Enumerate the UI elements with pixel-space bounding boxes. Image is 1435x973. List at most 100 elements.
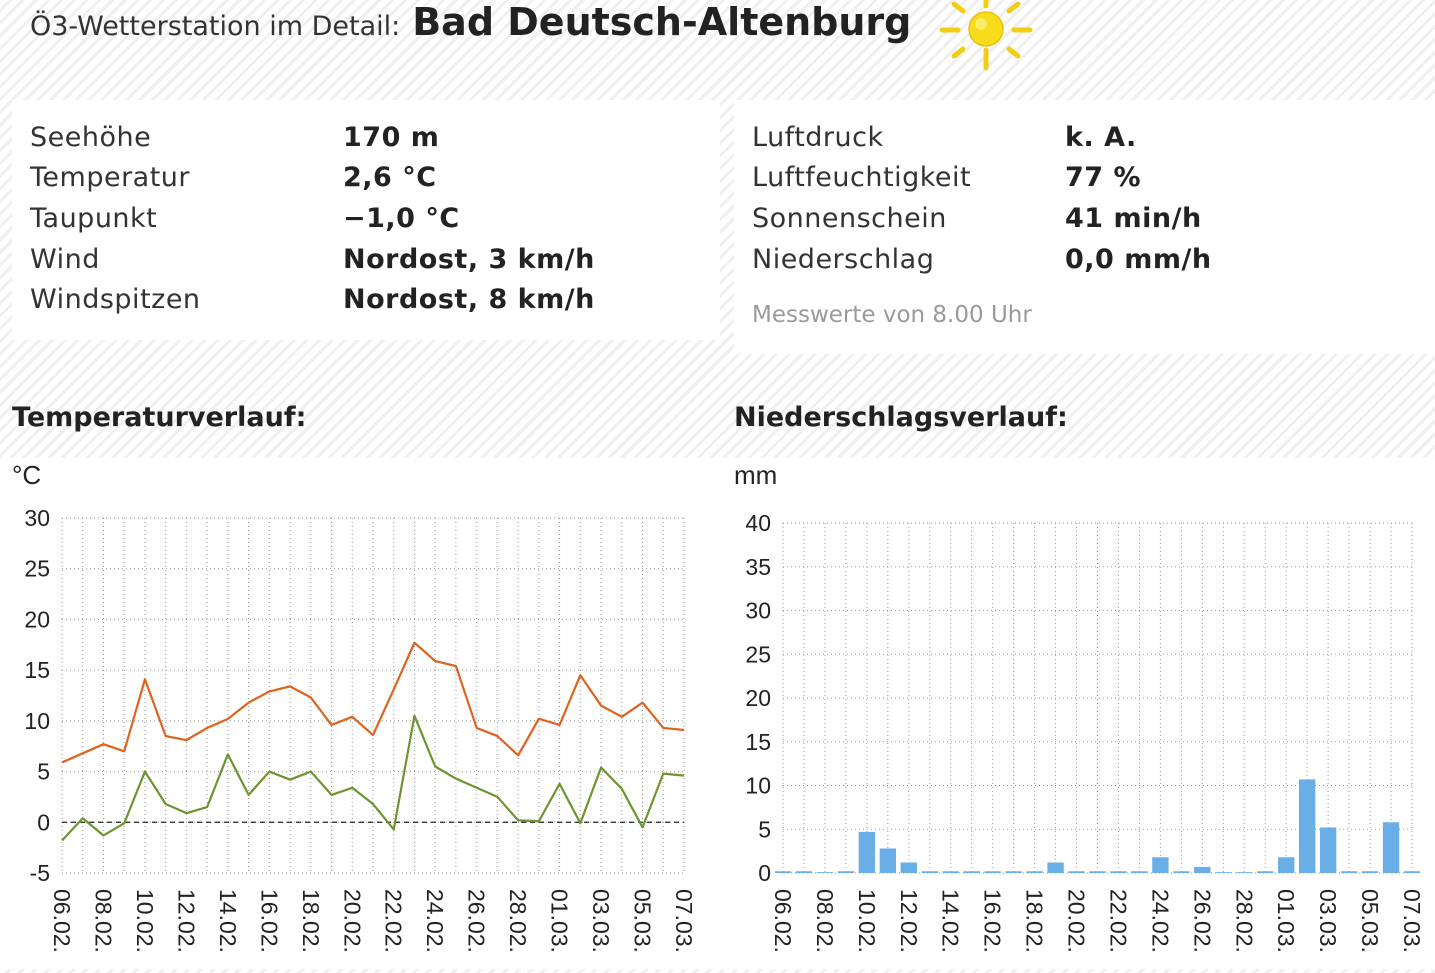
x-tick-label: 26.02. — [1189, 889, 1215, 953]
row-wind: Wind Nordost, 3 km/h — [30, 244, 594, 275]
y-axis-unit-label: °C — [12, 460, 41, 490]
x-tick-label: 06.02. — [49, 889, 75, 953]
x-tick-label: 24.02. — [422, 889, 448, 953]
row-seehoehe: Seehöhe 170 m — [30, 122, 439, 153]
x-tick-label: 10.02. — [854, 889, 880, 953]
y-tick-label: 0 — [758, 860, 771, 886]
precipitation-bar — [1131, 871, 1148, 873]
sun-icon — [939, 0, 1033, 71]
row-niederschlag: Niederschlag 0,0 mm/h — [752, 244, 1211, 275]
x-tick-label: 05.03. — [630, 889, 656, 953]
station-name: Bad Deutsch-Altenburg — [412, 0, 912, 44]
row-windspitzen: Windspitzen Nordost, 8 km/h — [30, 284, 594, 315]
value-wind: Nordost, 3 km/h — [343, 244, 595, 275]
x-tick-label: 22.02. — [1105, 889, 1131, 953]
y-tick-label: -5 — [30, 860, 50, 886]
x-tick-label: 18.02. — [298, 889, 324, 953]
temperature-chart: -5 0 5 10 15 20 25 30 °C 06.02. 08.02. 10.02. 12.02.… — [0, 458, 720, 969]
precipitation-bar — [1173, 871, 1190, 873]
precipitation-bar — [1110, 871, 1127, 873]
precipitation-bar — [1403, 871, 1421, 873]
y-tick-label: 30 — [745, 598, 771, 624]
station-header: Ö3-Wetterstation im Detail: Bad Deutsch-… — [30, 0, 911, 60]
x-tick-label: 16.02. — [980, 889, 1006, 953]
precipitation-bar — [1382, 822, 1400, 873]
x-tick-label: 12.02. — [896, 889, 922, 953]
x-tick-label: 01.03. — [547, 889, 573, 953]
value-windspitzen: Nordost, 8 km/h — [343, 284, 595, 315]
y-tick-label: 15 — [745, 729, 771, 755]
precipitation-bar — [1319, 827, 1337, 873]
precipitation-bar — [1152, 857, 1169, 873]
temperature-chart-svg: -5 0 5 10 15 20 25 30 °C 06.02. 08.02. 10.02. 12.02.… — [12, 460, 697, 953]
temperature-line — [61, 641, 685, 764]
precipitation-bar — [1236, 872, 1253, 873]
row-sonnenschein: Sonnenschein 41 min/h — [752, 203, 1201, 234]
precipitation-bar — [900, 862, 917, 873]
value-seehoehe: 170 m — [343, 122, 440, 153]
precipitation-bar — [816, 872, 834, 873]
y-tick-label: 5 — [758, 816, 771, 842]
y-axis-unit-label: mm — [734, 460, 777, 490]
label-windspitzen: Windspitzen — [30, 284, 201, 315]
temperature-chart-title: Temperaturverlauf: — [12, 402, 307, 433]
y-tick-label: 25 — [745, 641, 771, 667]
precipitation-bar — [1298, 779, 1316, 873]
x-tick-label: 26.02. — [464, 889, 490, 953]
row-luftfeuchtigkeit: Luftfeuchtigkeit 77 % — [752, 162, 1141, 193]
precipitation-bar — [1361, 871, 1379, 873]
x-tick-label: 22.02. — [381, 889, 407, 953]
precipitation-bar — [1194, 866, 1211, 873]
precipitation-bar — [942, 871, 959, 873]
y-tick-label: 20 — [24, 606, 50, 632]
y-tick-label: 25 — [24, 556, 50, 582]
header-prefix: Ö3-Wetterstation im Detail: — [30, 11, 401, 42]
x-tick-label: 24.02. — [1147, 889, 1173, 953]
y-tick-label: 30 — [24, 505, 50, 531]
precipitation-bar — [1026, 871, 1043, 873]
precipitation-bar — [1215, 872, 1232, 873]
precipitation-bar — [963, 871, 980, 873]
row-taupunkt: Taupunkt −1,0 °C — [30, 203, 459, 234]
x-tick-label: 08.02. — [812, 889, 838, 953]
x-tick-label: 06.02. — [770, 889, 796, 953]
y-tick-label: 15 — [24, 657, 50, 683]
value-taupunkt: −1,0 °C — [343, 203, 460, 234]
x-tick-label: 12.02. — [173, 889, 199, 953]
x-tick-label: 07.03. — [671, 889, 697, 953]
measurements-panel-right: Luftdruck k. A. Luftfeuchtigkeit 77 % So… — [734, 100, 1435, 354]
precipitation-bar — [1005, 871, 1022, 873]
y-tick-label: 5 — [37, 759, 50, 785]
label-wind: Wind — [30, 244, 100, 275]
x-tick-label: 05.03. — [1357, 889, 1383, 953]
x-tick-label: 28.02. — [505, 889, 531, 953]
precipitation-bar — [1257, 871, 1274, 873]
value-luftfeuchtigkeit: 77 % — [1065, 162, 1142, 193]
precipitation-bar — [795, 871, 813, 873]
precipitation-bar — [879, 848, 897, 873]
precipitation-bar — [1089, 871, 1106, 873]
value-niederschlag: 0,0 mm/h — [1065, 244, 1212, 275]
label-taupunkt: Taupunkt — [30, 203, 158, 234]
label-temperatur: Temperatur — [30, 162, 191, 193]
dewpoint-line — [61, 714, 685, 842]
label-seehoehe: Seehöhe — [30, 122, 152, 153]
x-tick-label: 28.02. — [1231, 889, 1257, 953]
value-sonnenschein: 41 min/h — [1065, 203, 1202, 234]
precipitation-bar — [1047, 862, 1064, 873]
precipitation-bar — [858, 831, 876, 873]
value-luftdruck: k. A. — [1065, 122, 1137, 153]
measurement-time-note: Messwerte von 8.00 Uhr — [752, 302, 1032, 328]
row-luftdruck: Luftdruck k. A. — [752, 122, 1136, 153]
value-temperatur: 2,6 °C — [343, 162, 437, 193]
precipitation-bar — [1068, 871, 1085, 873]
x-tick-label: 14.02. — [938, 889, 964, 953]
y-tick-label: 20 — [745, 685, 771, 711]
precipitation-chart-svg: 0 5 10 15 20 25 30 35 40 mm 06.02. 08.02. 10.02. 12.0… — [734, 460, 1425, 953]
x-tick-label: 01.03. — [1273, 889, 1299, 953]
precipitation-bar — [1340, 871, 1358, 873]
y-tick-label: 10 — [745, 773, 771, 799]
x-tick-label: 03.03. — [588, 889, 614, 953]
x-tick-label: 16.02. — [256, 889, 282, 953]
precipitation-bar — [774, 871, 792, 873]
